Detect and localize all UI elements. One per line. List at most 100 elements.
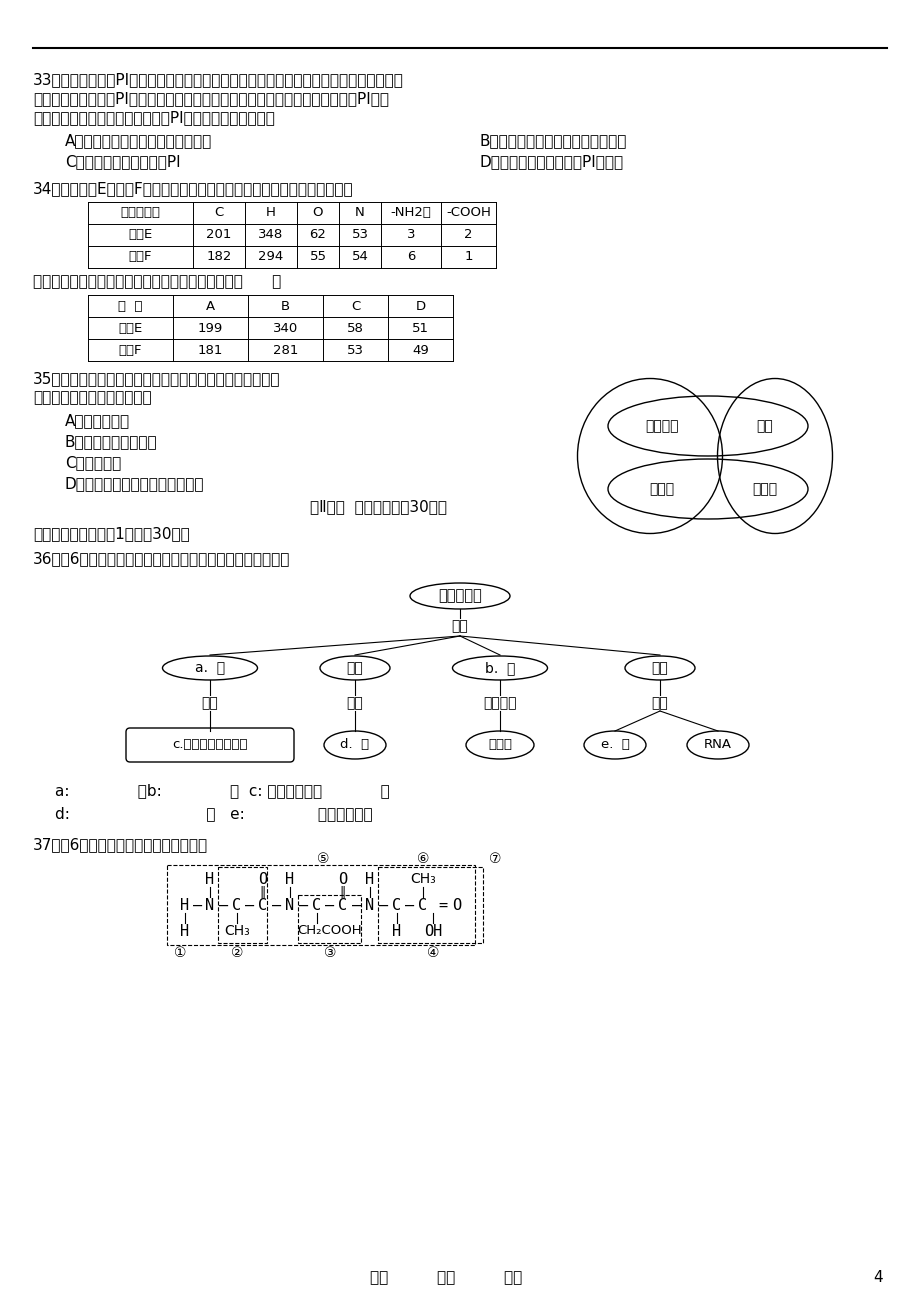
Text: N: N: [365, 897, 374, 913]
Text: —: —: [272, 897, 281, 913]
Text: d.  ？: d. ？: [340, 738, 369, 751]
Text: A．死细胞与活细胞的核酸结构不同: A．死细胞与活细胞的核酸结构不同: [65, 133, 212, 148]
Text: C: C: [312, 897, 322, 913]
Text: —: —: [193, 897, 202, 913]
Text: B．死细胞与活细胞的核酸含量不同: B．死细胞与活细胞的核酸含量不同: [480, 133, 627, 148]
Text: ⑤: ⑤: [316, 852, 329, 866]
Text: A．有无膜结构: A．有无膜结构: [65, 413, 130, 428]
Text: N: N: [355, 207, 365, 220]
Text: —: —: [219, 897, 228, 913]
Text: 有机化合物: 有机化合物: [437, 589, 482, 604]
Text: 281: 281: [273, 344, 298, 357]
Text: C: C: [392, 897, 401, 913]
Text: O: O: [258, 871, 267, 887]
Text: 2: 2: [464, 228, 472, 241]
Text: N: N: [205, 897, 214, 913]
Text: 199: 199: [198, 322, 223, 335]
Text: 选  项: 选 项: [119, 299, 142, 312]
Text: 第Ⅱ部分  非选择题（共30分）: 第Ⅱ部分 非选择题（共30分）: [310, 499, 447, 514]
Text: ③: ③: [323, 947, 335, 960]
Text: CH₃: CH₃: [410, 872, 436, 885]
Text: D．活细胞的细胞膜阻止PI的进入: D．活细胞的细胞膜阻止PI的进入: [480, 154, 623, 169]
Text: e.  ？: e. ？: [600, 738, 629, 751]
Text: 4: 4: [872, 1271, 882, 1285]
Text: ①: ①: [174, 947, 186, 960]
Text: ②: ②: [231, 947, 243, 960]
Text: C．有无色素: C．有无色素: [65, 454, 121, 470]
Text: 种类: 种类: [451, 618, 468, 633]
Text: C: C: [214, 207, 223, 220]
Text: A: A: [206, 299, 215, 312]
Text: 53: 53: [351, 228, 369, 241]
Text: 核酸: 核酸: [651, 661, 667, 674]
Text: 53: 53: [346, 344, 364, 357]
Text: 元素或基团: 元素或基团: [120, 207, 160, 220]
Text: 348: 348: [258, 228, 283, 241]
Text: b.  ？: b. ？: [484, 661, 515, 674]
Text: 1: 1: [464, 250, 472, 263]
Text: 氨基酸: 氨基酸: [487, 738, 512, 751]
Text: —: —: [379, 897, 388, 913]
Text: 51: 51: [412, 322, 428, 335]
Text: ⑥: ⑥: [416, 852, 429, 866]
Text: -NH2来: -NH2来: [391, 207, 431, 220]
Text: 201: 201: [206, 228, 232, 241]
Text: D．是否普遍存在于动植物细胞中: D．是否普遍存在于动植物细胞中: [65, 477, 204, 491]
Text: —: —: [405, 897, 414, 913]
Text: ‖: ‖: [259, 885, 266, 898]
Text: 54: 54: [351, 250, 368, 263]
Text: -COOH: -COOH: [446, 207, 491, 220]
Text: 多肽F: 多肽F: [129, 250, 152, 263]
Text: 58: 58: [346, 322, 364, 335]
Text: H: H: [205, 871, 214, 887]
Text: d:                            ，   e:               其中文名称是: d: ， e: 其中文名称是: [55, 806, 372, 822]
Text: O: O: [312, 207, 323, 220]
Text: H: H: [285, 871, 294, 887]
Text: 3: 3: [406, 228, 414, 241]
Text: 多肽F: 多肽F: [119, 344, 142, 357]
Text: 49: 49: [412, 344, 428, 357]
Text: C．活细胞能分解染色剂PI: C．活细胞能分解染色剂PI: [65, 154, 180, 169]
Text: 62: 62: [309, 228, 326, 241]
Text: OH: OH: [424, 923, 442, 939]
Text: O: O: [452, 897, 461, 913]
Bar: [167, 865, 474, 945]
Text: 二、非选择题（每空1分，共30分）: 二、非选择题（每空1分，共30分）: [33, 526, 189, 542]
Text: 胞浸泡于一定浓度的PI中，仅有死亡细胞的核会被染色，活细胞则不着色，但将PI注射: 胞浸泡于一定浓度的PI中，仅有死亡细胞的核会被染色，活细胞则不着色，但将PI注射: [33, 91, 389, 105]
Bar: [378, 867, 482, 943]
Text: CH₃: CH₃: [224, 924, 250, 937]
Text: 33．水溶性染色剂PI，能与核酸结合而使细胞核着色，可将其应用于细胞死活的鉴别。细: 33．水溶性染色剂PI，能与核酸结合而使细胞核着色，可将其应用于细胞死活的鉴别。…: [33, 72, 403, 87]
Text: 182: 182: [206, 250, 232, 263]
Text: 到细胞中，则细胞核会着色。利用PI鉴别细胞的基本原理是: 到细胞中，则细胞核会着色。利用PI鉴别细胞的基本原理是: [33, 109, 275, 125]
Text: 340: 340: [273, 322, 298, 335]
Text: 6: 6: [406, 250, 414, 263]
Text: 液泡: 液泡: [755, 419, 773, 434]
Text: 线粒体: 线粒体: [649, 482, 674, 496]
Text: 多肽E: 多肽E: [129, 228, 153, 241]
Text: 181: 181: [198, 344, 223, 357]
Text: 34．分析多肽E和多肽F（均由一条肽链组成）得到以下结果：（单位：个）: 34．分析多肽E和多肽F（均由一条肽链组成）得到以下结果：（单位：个）: [33, 181, 353, 197]
Text: H: H: [180, 897, 189, 913]
Text: H: H: [266, 207, 276, 220]
Text: 多肽E: 多肽E: [119, 322, 142, 335]
Text: 35．如图是根据细胞器的相似或不同点来进行分类的，下列: 35．如图是根据细胞器的相似或不同点来进行分类的，下列: [33, 371, 280, 385]
Text: O: O: [338, 871, 347, 887]
Text: 叶绿体: 叶绿体: [752, 482, 777, 496]
Text: N: N: [285, 897, 294, 913]
Text: 高尔基体: 高尔基体: [644, 419, 678, 434]
Bar: [218, 867, 267, 943]
Text: a:              ，b:              ，  c: 单糖、二糖和            ，: a: ，b: ， c: 单糖、二糖和 ，: [55, 783, 390, 798]
Text: a.  ？: a. ？: [195, 661, 225, 674]
Bar: [298, 894, 360, 943]
Text: B: B: [280, 299, 289, 312]
Text: H: H: [180, 923, 189, 939]
Text: H: H: [392, 923, 401, 939]
Text: =: =: [438, 897, 447, 913]
Text: 36．（6分）请完成组成生物体的有机化合物分类的概念图：: 36．（6分）请完成组成生物体的有机化合物分类的概念图：: [33, 551, 290, 566]
Text: c.单糖、二糖和＿？: c.单糖、二糖和＿？: [172, 738, 247, 751]
Text: 种类: 种类: [651, 697, 667, 710]
Text: 294: 294: [258, 250, 283, 263]
Text: —: —: [245, 897, 255, 913]
Text: D: D: [415, 299, 425, 312]
Text: —: —: [352, 897, 360, 913]
